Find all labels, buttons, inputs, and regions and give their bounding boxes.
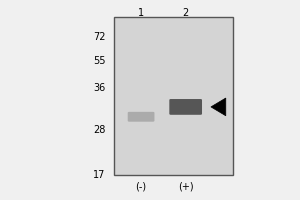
- FancyBboxPatch shape: [169, 99, 202, 115]
- Text: 2: 2: [182, 8, 189, 18]
- Text: 55: 55: [93, 56, 105, 66]
- FancyBboxPatch shape: [128, 112, 154, 122]
- Text: 1: 1: [138, 8, 144, 18]
- Text: (-): (-): [136, 182, 147, 192]
- FancyBboxPatch shape: [114, 17, 233, 175]
- Text: 72: 72: [93, 32, 105, 42]
- Polygon shape: [211, 98, 226, 116]
- Text: 17: 17: [93, 170, 105, 180]
- Text: 36: 36: [93, 83, 105, 93]
- Text: 28: 28: [93, 125, 105, 135]
- Text: (+): (+): [178, 182, 194, 192]
